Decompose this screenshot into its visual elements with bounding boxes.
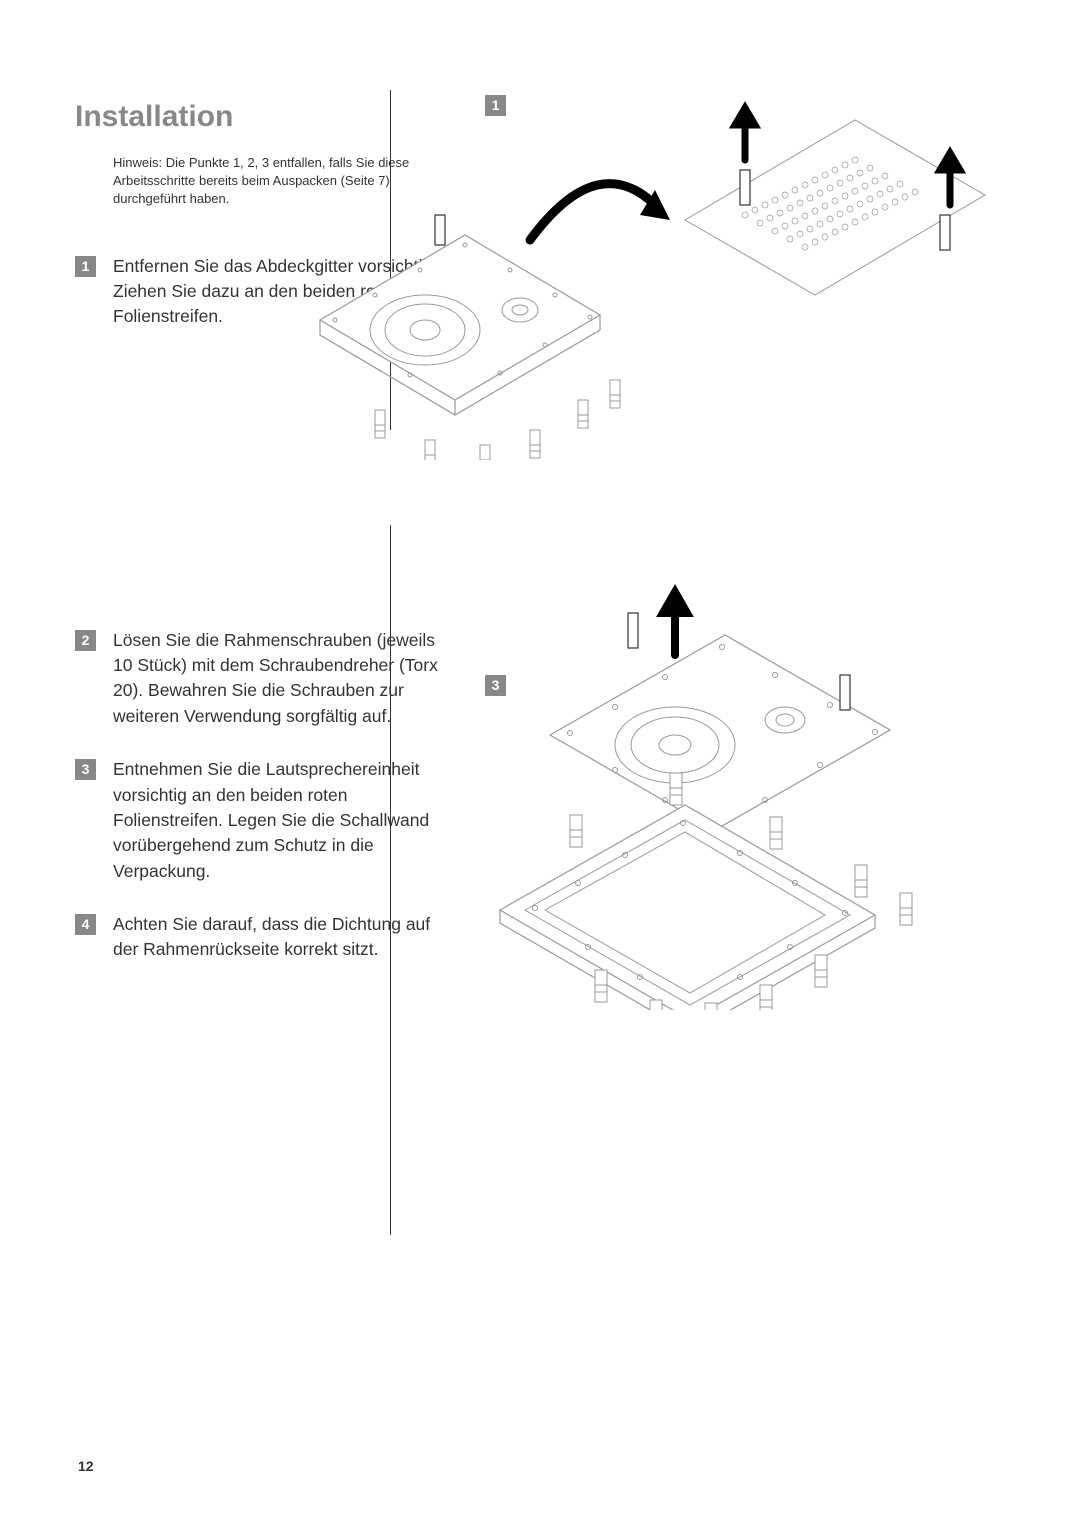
step-badge-2: 2 — [75, 630, 96, 651]
step-badge-3: 3 — [75, 759, 96, 780]
diagram-2-svg — [395, 570, 1000, 1010]
diagram-badge-1: 1 — [485, 95, 506, 116]
diagram-1: 1 — [290, 90, 995, 460]
diagram-1-svg — [290, 90, 995, 460]
diagram-2: 3 — [395, 570, 1000, 1010]
step-text-3: Entnehmen Sie die Lautsprechereinheit vo… — [113, 757, 440, 884]
step-badge-1: 1 — [75, 256, 96, 277]
diagram-badge-3: 3 — [485, 675, 506, 696]
page-number: 12 — [78, 1458, 94, 1474]
step-text-2: Lösen Sie die Rahmenschrauben (jeweils 1… — [113, 628, 440, 730]
step-badge-4: 4 — [75, 914, 96, 935]
step-text-4: Achten Sie darauf, dass die Dichtung auf… — [113, 912, 440, 963]
